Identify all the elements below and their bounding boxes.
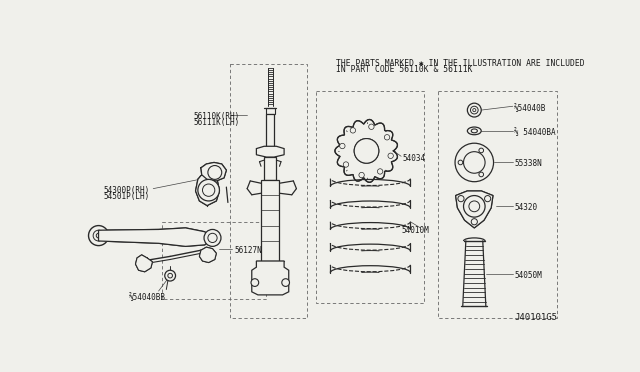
Text: THE PARTS MARKED ✱ IN THE ILLUSTRATION ARE INCLUDED: THE PARTS MARKED ✱ IN THE ILLUSTRATION A…: [336, 58, 584, 67]
Circle shape: [350, 128, 356, 133]
Circle shape: [471, 219, 477, 225]
Circle shape: [369, 124, 374, 129]
Circle shape: [378, 169, 383, 174]
Bar: [163, 222, 266, 299]
Text: 54050M: 54050M: [515, 271, 542, 280]
Polygon shape: [257, 146, 284, 157]
Text: 56111K(LH): 56111K(LH): [193, 118, 239, 127]
Bar: [266, 108, 275, 114]
Circle shape: [354, 139, 379, 163]
Circle shape: [198, 179, 220, 201]
Circle shape: [88, 225, 109, 246]
Polygon shape: [196, 174, 220, 206]
Bar: [438, 91, 557, 318]
Polygon shape: [456, 191, 493, 228]
Circle shape: [463, 196, 485, 217]
Circle shape: [388, 153, 394, 158]
Circle shape: [168, 273, 172, 278]
Circle shape: [467, 103, 481, 117]
Circle shape: [463, 152, 485, 173]
Polygon shape: [99, 228, 211, 246]
Text: 56127N: 56127N: [234, 246, 262, 256]
Circle shape: [469, 201, 480, 212]
Bar: [230, 64, 307, 318]
Polygon shape: [456, 191, 493, 228]
Text: 56110K(RH): 56110K(RH): [193, 112, 239, 121]
Polygon shape: [200, 247, 216, 263]
Polygon shape: [201, 163, 227, 181]
Ellipse shape: [340, 124, 394, 178]
Circle shape: [473, 109, 476, 112]
Bar: [261, 180, 280, 261]
Polygon shape: [136, 255, 152, 272]
Text: 54300P(RH): 54300P(RH): [103, 186, 149, 195]
Circle shape: [282, 279, 289, 286]
Circle shape: [359, 172, 364, 178]
Circle shape: [96, 233, 101, 238]
Circle shape: [470, 106, 478, 114]
Circle shape: [479, 172, 484, 177]
Text: IN PART CODE 56110K & 56111K: IN PART CODE 56110K & 56111K: [336, 65, 472, 74]
Circle shape: [458, 160, 463, 165]
Circle shape: [458, 196, 464, 202]
Circle shape: [484, 196, 491, 202]
Text: 55338N: 55338N: [515, 159, 542, 169]
Bar: [264, 157, 276, 180]
Circle shape: [93, 230, 104, 241]
Text: 54501P(LH): 54501P(LH): [103, 192, 149, 201]
Text: ⅔ 54040BA: ⅔ 54040BA: [515, 128, 556, 137]
Text: 54010M: 54010M: [401, 225, 429, 235]
Bar: [266, 114, 274, 153]
Text: J40101G5: J40101G5: [515, 313, 557, 322]
Circle shape: [343, 162, 349, 167]
Circle shape: [340, 143, 345, 149]
Circle shape: [204, 230, 221, 246]
Text: ⅔54040B: ⅔54040B: [515, 104, 547, 113]
Text: 54320: 54320: [515, 203, 538, 212]
Circle shape: [385, 135, 390, 140]
Circle shape: [208, 166, 221, 179]
Circle shape: [202, 184, 215, 196]
Circle shape: [208, 233, 217, 243]
Circle shape: [164, 270, 175, 281]
Text: ⅔54040BB: ⅔54040BB: [129, 294, 166, 302]
Bar: [316, 91, 424, 302]
Circle shape: [354, 139, 379, 163]
Circle shape: [479, 148, 484, 153]
Circle shape: [455, 143, 493, 182]
Polygon shape: [252, 261, 289, 295]
Ellipse shape: [467, 127, 481, 135]
Circle shape: [251, 279, 259, 286]
Text: 54034: 54034: [403, 154, 426, 163]
Ellipse shape: [471, 129, 477, 133]
